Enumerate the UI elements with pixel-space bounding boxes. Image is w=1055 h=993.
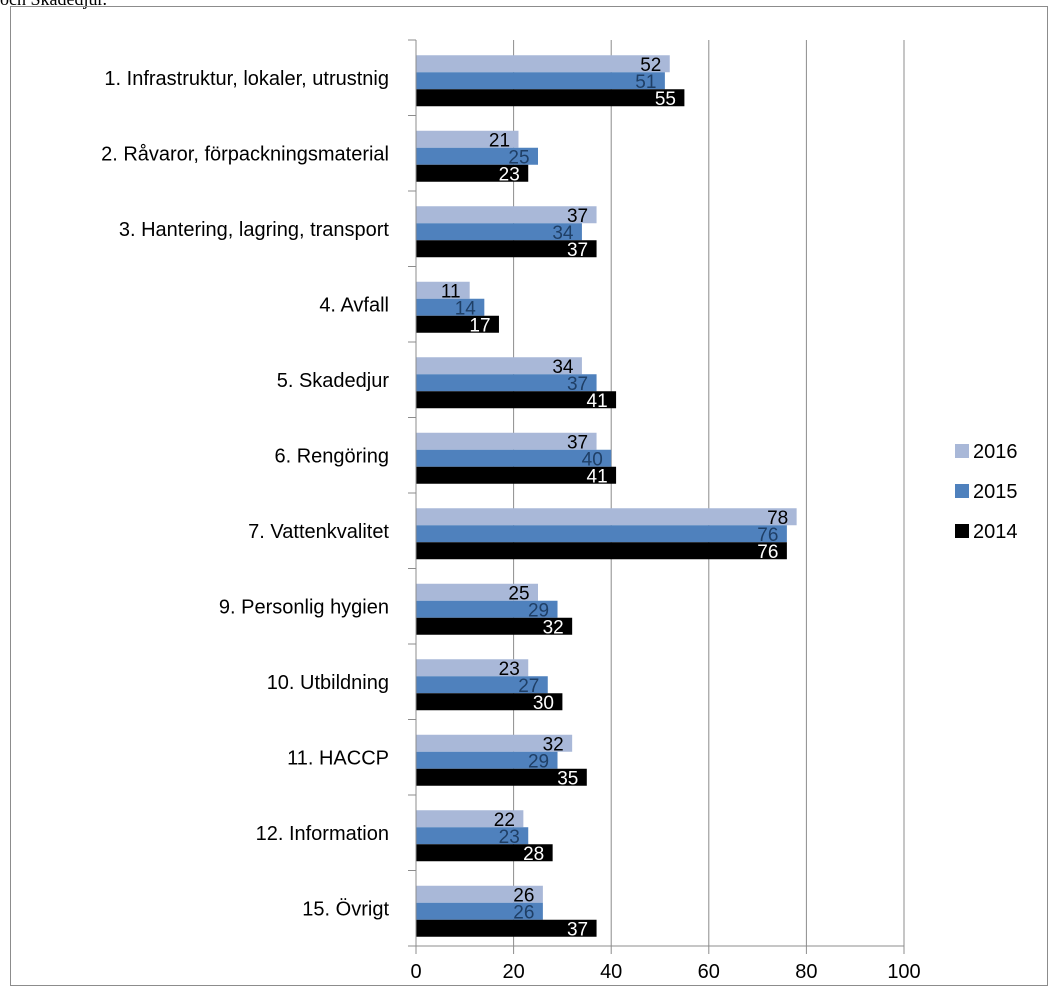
data-label-2014-6: 41 — [587, 466, 608, 487]
bar-2015-9 — [416, 676, 548, 694]
legend-swatch-2014 — [955, 524, 969, 538]
data-label-2015-1: 51 — [635, 72, 656, 93]
data-label-2014-1: 55 — [655, 89, 676, 110]
bar-2015-10 — [416, 751, 558, 769]
data-label-2014-7: 76 — [757, 542, 778, 563]
category-label-9: 10. Utbildning — [267, 672, 389, 694]
data-label-2015-6: 40 — [582, 449, 603, 470]
category-label-6: 6. Rengöring — [274, 445, 389, 467]
bar-2015-11 — [416, 827, 529, 845]
bar-2014-10 — [416, 768, 587, 786]
category-label-7: 7. Vattenkvalitet — [248, 521, 389, 543]
data-label-2014-12: 37 — [567, 919, 588, 940]
category-label-1: 1. Infrastruktur, lokaler, utrustnig — [104, 68, 389, 90]
bar-2014-8 — [416, 617, 573, 635]
bar-2014-12 — [416, 919, 597, 937]
data-label-2015-3: 34 — [552, 223, 574, 244]
data-label-2016-11: 22 — [494, 810, 515, 831]
x-tick-label-20: 20 — [502, 961, 524, 983]
bar-2014-7 — [416, 542, 787, 560]
bar-2015-4 — [416, 298, 485, 316]
data-label-2016-12: 26 — [513, 885, 534, 906]
legend-label-2016: 2016 — [973, 441, 1018, 463]
bar-2015-3 — [416, 223, 582, 241]
data-label-2016-3: 37 — [567, 206, 588, 227]
bar-2015-6 — [416, 449, 612, 467]
category-label-11: 12. Information — [256, 823, 389, 845]
data-label-2015-8: 29 — [528, 600, 549, 621]
bar-2016-2 — [416, 130, 519, 148]
bar-2015-5 — [416, 374, 597, 392]
bar-2014-1 — [416, 89, 685, 107]
data-label-2015-7: 76 — [757, 525, 778, 546]
bar-2016-4 — [416, 281, 470, 299]
bar-2015-8 — [416, 600, 558, 618]
bar-2014-2 — [416, 164, 529, 182]
category-label-12: 15. Övrigt — [302, 898, 389, 920]
bar-2015-7 — [416, 525, 787, 543]
data-label-2014-3: 37 — [567, 240, 588, 261]
data-label-2016-9: 23 — [499, 659, 520, 680]
figure-caption: och Skadedjur. — [0, 0, 107, 10]
data-label-2016-4: 11 — [441, 281, 461, 302]
data-label-2016-6: 37 — [567, 432, 588, 453]
bar-2015-2 — [416, 147, 538, 165]
data-label-2014-10: 35 — [557, 768, 578, 789]
bar-2015-1 — [416, 72, 665, 90]
bar-2015-12 — [416, 902, 543, 920]
legend-label-2015: 2015 — [973, 481, 1018, 503]
x-tick-label-60: 60 — [698, 961, 720, 983]
bar-2016-6 — [416, 432, 597, 450]
data-label-2016-7: 78 — [767, 508, 788, 529]
bar-2014-5 — [416, 391, 617, 409]
data-label-2016-1: 52 — [640, 55, 661, 76]
data-label-2016-10: 32 — [543, 734, 564, 755]
bar-2016-5 — [416, 357, 582, 375]
bar-2014-9 — [416, 693, 563, 711]
bar-2014-6 — [416, 466, 617, 484]
data-label-2016-5: 34 — [552, 357, 574, 378]
bar-2014-11 — [416, 844, 553, 862]
data-label-2014-4: 17 — [469, 315, 490, 336]
x-tick-label-0: 0 — [410, 961, 421, 983]
legend-swatch-2016 — [955, 444, 969, 458]
data-label-2014-9: 30 — [533, 693, 554, 714]
data-label-2015-5: 37 — [567, 374, 588, 395]
data-label-2015-4: 14 — [455, 298, 477, 319]
bar-2016-7 — [416, 508, 797, 526]
category-label-2: 2. Råvaror, förpackningsmaterial — [101, 143, 389, 165]
data-label-2015-11: 23 — [499, 827, 520, 848]
data-label-2014-8: 32 — [543, 617, 564, 638]
x-tick-label-40: 40 — [600, 961, 622, 983]
legend-label-2014: 2014 — [973, 521, 1018, 543]
chart-frame — [10, 6, 1048, 986]
category-label-8: 9. Personlig hygien — [219, 596, 389, 618]
data-label-2015-9: 27 — [518, 676, 539, 697]
bar-2014-4 — [416, 315, 499, 333]
data-label-2014-5: 41 — [587, 391, 608, 412]
bar-2016-11 — [416, 810, 524, 828]
legend-swatch-2015 — [955, 484, 969, 498]
data-label-2016-2: 21 — [489, 130, 510, 151]
bar-2016-12 — [416, 885, 543, 903]
bar-2016-1 — [416, 55, 670, 73]
x-tick-label-80: 80 — [795, 961, 817, 983]
category-label-3: 3. Hantering, lagring, transport — [119, 219, 390, 241]
data-label-2016-8: 25 — [508, 583, 529, 604]
data-label-2015-10: 29 — [528, 751, 549, 772]
data-label-2015-12: 26 — [513, 902, 534, 923]
data-label-2015-2: 25 — [508, 147, 529, 168]
category-label-4: 4. Avfall — [319, 294, 389, 316]
bar-2016-9 — [416, 659, 529, 677]
category-label-5: 5. Skadedjur — [277, 370, 390, 392]
x-tick-label-100: 100 — [887, 961, 920, 983]
category-label-10: 11. HACCP — [287, 747, 389, 769]
bar-2016-10 — [416, 734, 573, 752]
bar-2016-3 — [416, 206, 597, 224]
data-label-2014-2: 23 — [499, 164, 520, 185]
bar-2016-8 — [416, 583, 538, 601]
bar-2014-3 — [416, 240, 597, 258]
data-label-2014-11: 28 — [523, 844, 544, 865]
